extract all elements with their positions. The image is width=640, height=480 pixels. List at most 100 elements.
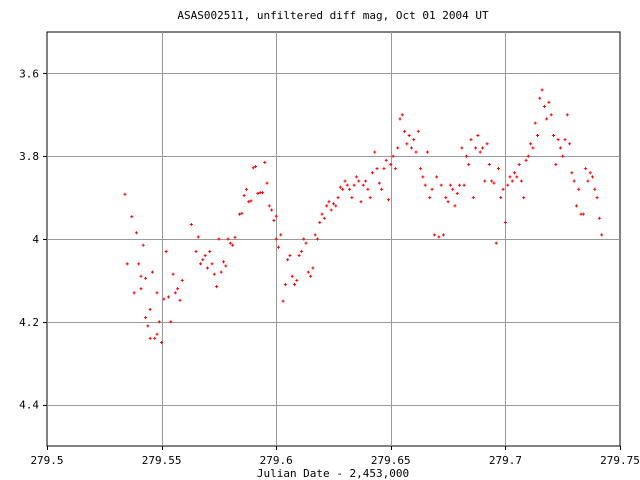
data-point: [329, 208, 333, 212]
data-point: [343, 179, 347, 183]
data-point: [590, 175, 594, 179]
data-point: [169, 320, 173, 324]
data-point: [469, 138, 473, 142]
data-point: [166, 295, 170, 299]
data-point: [373, 150, 377, 154]
data-point: [501, 187, 505, 191]
data-point: [279, 233, 283, 237]
data-point: [263, 160, 267, 164]
data-point: [483, 179, 487, 183]
data-point: [492, 181, 496, 185]
data-point: [157, 320, 161, 324]
data-point: [139, 287, 143, 291]
data-point: [437, 235, 441, 239]
data-point: [455, 191, 459, 195]
data-point: [345, 183, 349, 187]
data-point: [336, 196, 340, 200]
data-point: [205, 266, 209, 270]
data-point: [428, 196, 432, 200]
grid-lines: [47, 32, 620, 446]
data-point: [506, 183, 510, 187]
data-point: [295, 278, 299, 282]
data-point: [178, 298, 182, 302]
data-point: [334, 204, 338, 208]
data-point: [396, 146, 400, 150]
data-point: [375, 167, 379, 171]
y-tick-label: 3.6: [19, 67, 39, 80]
data-point: [522, 196, 526, 200]
data-point: [132, 291, 136, 295]
data-point: [519, 179, 523, 183]
data-point: [400, 113, 404, 117]
data-point: [389, 162, 393, 166]
data-point: [240, 211, 244, 215]
data-point: [535, 134, 539, 137]
y-tick-label: 4.4: [19, 399, 39, 412]
data-point: [281, 299, 285, 303]
data-point: [153, 336, 157, 340]
data-point: [490, 179, 494, 183]
data-point: [533, 121, 537, 125]
data-point: [480, 146, 484, 150]
data-point: [565, 113, 569, 117]
data-point: [354, 175, 358, 179]
data-point: [581, 212, 585, 216]
data-point: [529, 142, 533, 146]
data-point: [286, 258, 290, 262]
data-point: [416, 129, 420, 133]
data-point: [270, 208, 274, 212]
data-point: [189, 223, 193, 227]
data-point: [171, 272, 175, 276]
data-point: [162, 297, 166, 301]
data-point: [313, 233, 317, 237]
x-tick-label: 279.75: [600, 454, 640, 467]
data-point: [173, 291, 177, 295]
data-point: [219, 270, 223, 274]
data-point: [561, 154, 565, 158]
data-point: [460, 146, 464, 150]
data-point: [448, 183, 452, 187]
data-point: [368, 196, 372, 200]
data-point: [364, 179, 368, 183]
data-point: [577, 187, 581, 191]
data-point: [464, 154, 468, 158]
data-point: [442, 233, 446, 237]
data-point: [538, 96, 542, 100]
data-point: [306, 270, 310, 274]
data-point: [574, 204, 578, 208]
data-point: [176, 287, 180, 291]
y-tick-label: 3.8: [19, 150, 39, 163]
data-point: [409, 146, 413, 150]
data-point: [352, 183, 356, 187]
data-point: [586, 179, 590, 183]
data-point: [228, 241, 232, 245]
data-point: [558, 146, 562, 150]
data-point: [217, 237, 221, 241]
data-point: [325, 204, 329, 208]
data-point: [425, 150, 429, 154]
data-point: [283, 283, 287, 287]
data-point: [393, 167, 397, 171]
data-point: [549, 113, 553, 117]
data-point: [471, 196, 475, 200]
x-tick-label: 279.7: [489, 454, 522, 467]
data-point: [478, 150, 482, 154]
data-point: [407, 134, 411, 137]
data-point: [141, 243, 145, 247]
data-point: [446, 200, 450, 204]
data-point: [377, 181, 381, 185]
data-point: [208, 249, 212, 253]
data-point: [276, 245, 280, 249]
data-point: [526, 154, 530, 158]
data-point: [593, 187, 597, 191]
data-point: [226, 237, 230, 241]
data-point: [302, 237, 306, 241]
data-point: [563, 138, 567, 142]
data-point: [265, 181, 269, 185]
data-point: [148, 336, 152, 340]
data-point: [391, 154, 395, 158]
data-point: [251, 166, 255, 170]
data-point: [403, 129, 407, 133]
data-point: [359, 200, 363, 204]
